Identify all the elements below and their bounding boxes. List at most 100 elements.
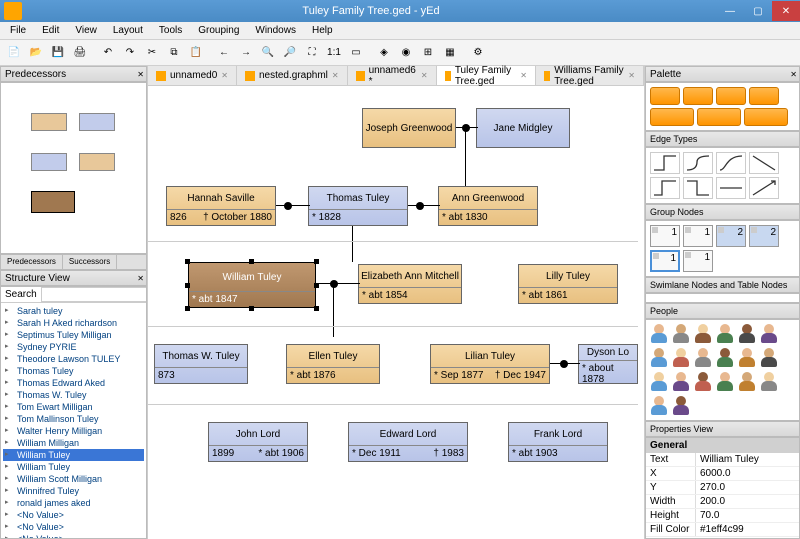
tab-close-icon[interactable]: ✕ [421,71,428,80]
forward-icon[interactable]: → [236,43,256,63]
paste-icon[interactable]: 📋 [186,43,206,63]
print-icon[interactable]: 🖨 [70,43,90,63]
node-lilian[interactable]: Lilian Tuley* Sep 1877† Dec 1947 [430,344,550,384]
tree-item[interactable]: Septimus Tuley Milligan [3,329,144,341]
tree-item[interactable]: <No Value> [3,521,144,533]
structure-tree[interactable]: Sarah tuleySarah H Aked richardsonSeptim… [1,303,146,538]
graph-canvas[interactable]: Joseph Greenwood Jane Midgley Hannah Sav… [148,86,644,539]
panel-close-icon[interactable]: ✕ [790,70,797,79]
node-joseph[interactable]: Joseph Greenwood [362,108,456,148]
layout1-icon[interactable]: ◈ [374,43,394,63]
menu-windows[interactable]: Windows [249,23,302,38]
tree-item[interactable]: Winnifred Tuley [3,485,144,497]
settings-icon[interactable]: ⚙ [468,43,488,63]
tree-item[interactable]: Thomas Edward Aked [3,377,144,389]
tree-item[interactable]: <No Value> [3,533,144,538]
redo-icon[interactable]: ↷ [120,43,140,63]
person-shape[interactable] [694,372,712,392]
person-shape[interactable] [650,396,668,416]
doc-tab[interactable]: unnamed0✕ [148,66,237,85]
person-shape[interactable] [738,324,756,344]
zoomin-icon[interactable]: 🔍 [258,43,278,63]
node-ann[interactable]: Ann Greenwood* abt 1830 [438,186,538,226]
tree-item[interactable]: William Milligan [3,437,144,449]
fit-icon[interactable]: ⛶ [302,43,322,63]
zoomout-icon[interactable]: 🔎 [280,43,300,63]
tree-item[interactable]: Tom Mallinson Tuley [3,413,144,425]
layout3-icon[interactable]: ⊞ [418,43,438,63]
person-shape[interactable] [650,348,668,368]
node-frank[interactable]: Frank Lord* abt 1903 [508,422,608,462]
person-shape[interactable] [760,372,778,392]
edge-type[interactable] [683,152,713,174]
menu-view[interactable]: View [69,23,103,38]
prop-value[interactable]: William Tuley [696,453,799,466]
menu-tools[interactable]: Tools [153,23,188,38]
edge-type[interactable] [749,152,779,174]
node-john[interactable]: John Lord1899* abt 1906 [208,422,308,462]
prop-value[interactable]: 6000.0 [696,467,799,480]
menu-edit[interactable]: Edit [36,23,65,38]
save-icon[interactable]: 💾 [48,43,68,63]
node-elizabeth[interactable]: Elizabeth Ann Mitchell* abt 1854 [358,264,462,304]
person-shape[interactable] [760,348,778,368]
person-shape[interactable] [650,372,668,392]
tree-item[interactable]: Thomas W. Tuley [3,389,144,401]
menu-grouping[interactable]: Grouping [192,23,245,38]
node-jane[interactable]: Jane Midgley [476,108,570,148]
tree-item[interactable]: Theodore Lawson TULEY [3,353,144,365]
person-shape[interactable] [716,348,734,368]
people-palette[interactable] [645,319,800,421]
doc-tab[interactable]: unnamed6 *✕ [348,66,437,85]
person-shape[interactable] [672,396,690,416]
tab-close-icon[interactable]: ✕ [628,71,635,80]
doc-tab[interactable]: nested.graphml✕ [237,66,348,85]
tab-close-icon[interactable]: ✕ [221,71,228,80]
tree-item[interactable]: Tom Ewart Milligan [3,401,144,413]
person-shape[interactable] [672,372,690,392]
zoomsel-icon[interactable]: ▭ [346,43,366,63]
zoom100-icon[interactable]: 1:1 [324,43,344,63]
tree-item[interactable]: Thomas Tuley [3,365,144,377]
tab-close-icon[interactable]: ✕ [520,71,527,80]
group-palette[interactable]: 1 1 2 2 1 1 [645,220,800,277]
tree-item[interactable]: William Tuley [3,461,144,473]
person-shape[interactable] [694,324,712,344]
overview-panel[interactable] [0,82,147,254]
minimize-button[interactable]: — [716,1,744,21]
menu-file[interactable]: File [4,23,32,38]
tab-predecessors[interactable]: Predecessors [1,255,63,269]
layout2-icon[interactable]: ◉ [396,43,416,63]
tree-item[interactable]: <No Value> [3,509,144,521]
menu-layout[interactable]: Layout [107,23,149,38]
panel-close-icon[interactable]: ✕ [137,70,144,79]
node-hannah[interactable]: Hannah Saville826† October 1880 [166,186,276,226]
new-icon[interactable]: 📄 [4,43,24,63]
person-shape[interactable] [716,372,734,392]
tree-item[interactable]: Sarah tuley [3,305,144,317]
shape-palette[interactable] [645,82,800,131]
doc-tab[interactable]: Williams Family Tree.ged✕ [536,66,644,85]
node-thomas[interactable]: Thomas Tuley* 1828 [308,186,408,226]
edge-type[interactable] [683,177,713,199]
swimlane-palette[interactable] [645,293,800,303]
back-icon[interactable]: ← [214,43,234,63]
tree-item[interactable]: William Tuley [3,449,144,461]
edge-type[interactable] [650,152,680,174]
edge-type[interactable] [716,177,746,199]
person-shape[interactable] [760,324,778,344]
tree-item[interactable]: ronald james aked [3,497,144,509]
person-shape[interactable] [650,324,668,344]
prop-value[interactable]: 70.0 [696,509,799,522]
node-edward[interactable]: Edward Lord* Dec 1911† 1983 [348,422,468,462]
maximize-button[interactable]: ▢ [744,1,772,21]
person-shape[interactable] [738,348,756,368]
edge-type[interactable] [716,152,746,174]
layout4-icon[interactable]: ▦ [440,43,460,63]
tree-item[interactable]: Sarah H Aked richardson [3,317,144,329]
person-shape[interactable] [672,324,690,344]
node-lilly[interactable]: Lilly Tuley* abt 1861 [518,264,618,304]
edge-palette[interactable] [645,147,800,204]
tab-successors[interactable]: Successors [63,255,117,269]
tab-close-icon[interactable]: ✕ [332,71,339,80]
